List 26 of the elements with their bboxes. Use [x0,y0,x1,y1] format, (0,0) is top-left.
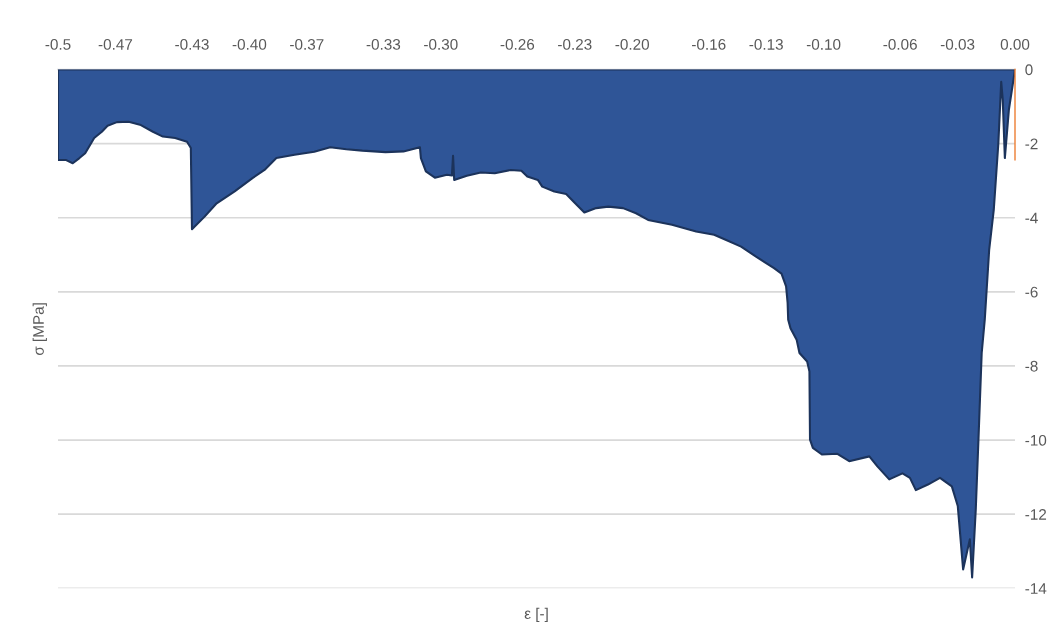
y-tick-label: -4 [1025,212,1038,224]
x-tick-label: -0.43 [175,39,209,50]
x-tick-label: -0.23 [558,39,592,50]
x-tick-label: -0.26 [500,39,535,50]
x-tick-label: 0.00 [1000,39,1030,50]
x-tick-label: -0.03 [940,39,975,50]
y-axis-title: σ [MPa] [32,303,47,356]
y-tick-label: -10 [1025,434,1047,446]
x-tick-label: -0.37 [290,39,324,50]
x-axis-title: ε [-] [524,607,548,622]
y-tick-label: -14 [1025,583,1047,594]
y-tick-label: 0 [1025,64,1033,76]
y-tick-label: -2 [1025,138,1038,150]
x-tick-label: -0.30 [424,39,458,50]
x-tick-label: -0.13 [749,39,783,50]
x-tick-label: -0.33 [366,39,401,50]
y-tick-label: -12 [1025,509,1047,520]
x-tick-label: -0.40 [232,39,267,50]
y-tick-label: -8 [1025,360,1038,372]
x-tick-label: -0.47 [98,39,133,50]
x-tick-label: -0.10 [806,39,841,50]
y-tick-label: -6 [1025,286,1038,298]
x-tick-label: -0.20 [615,39,650,50]
x-tick-label: -0.16 [692,39,726,50]
x-tick-label: -0.06 [883,39,917,50]
x-tick-label: -0.5 [45,39,71,50]
